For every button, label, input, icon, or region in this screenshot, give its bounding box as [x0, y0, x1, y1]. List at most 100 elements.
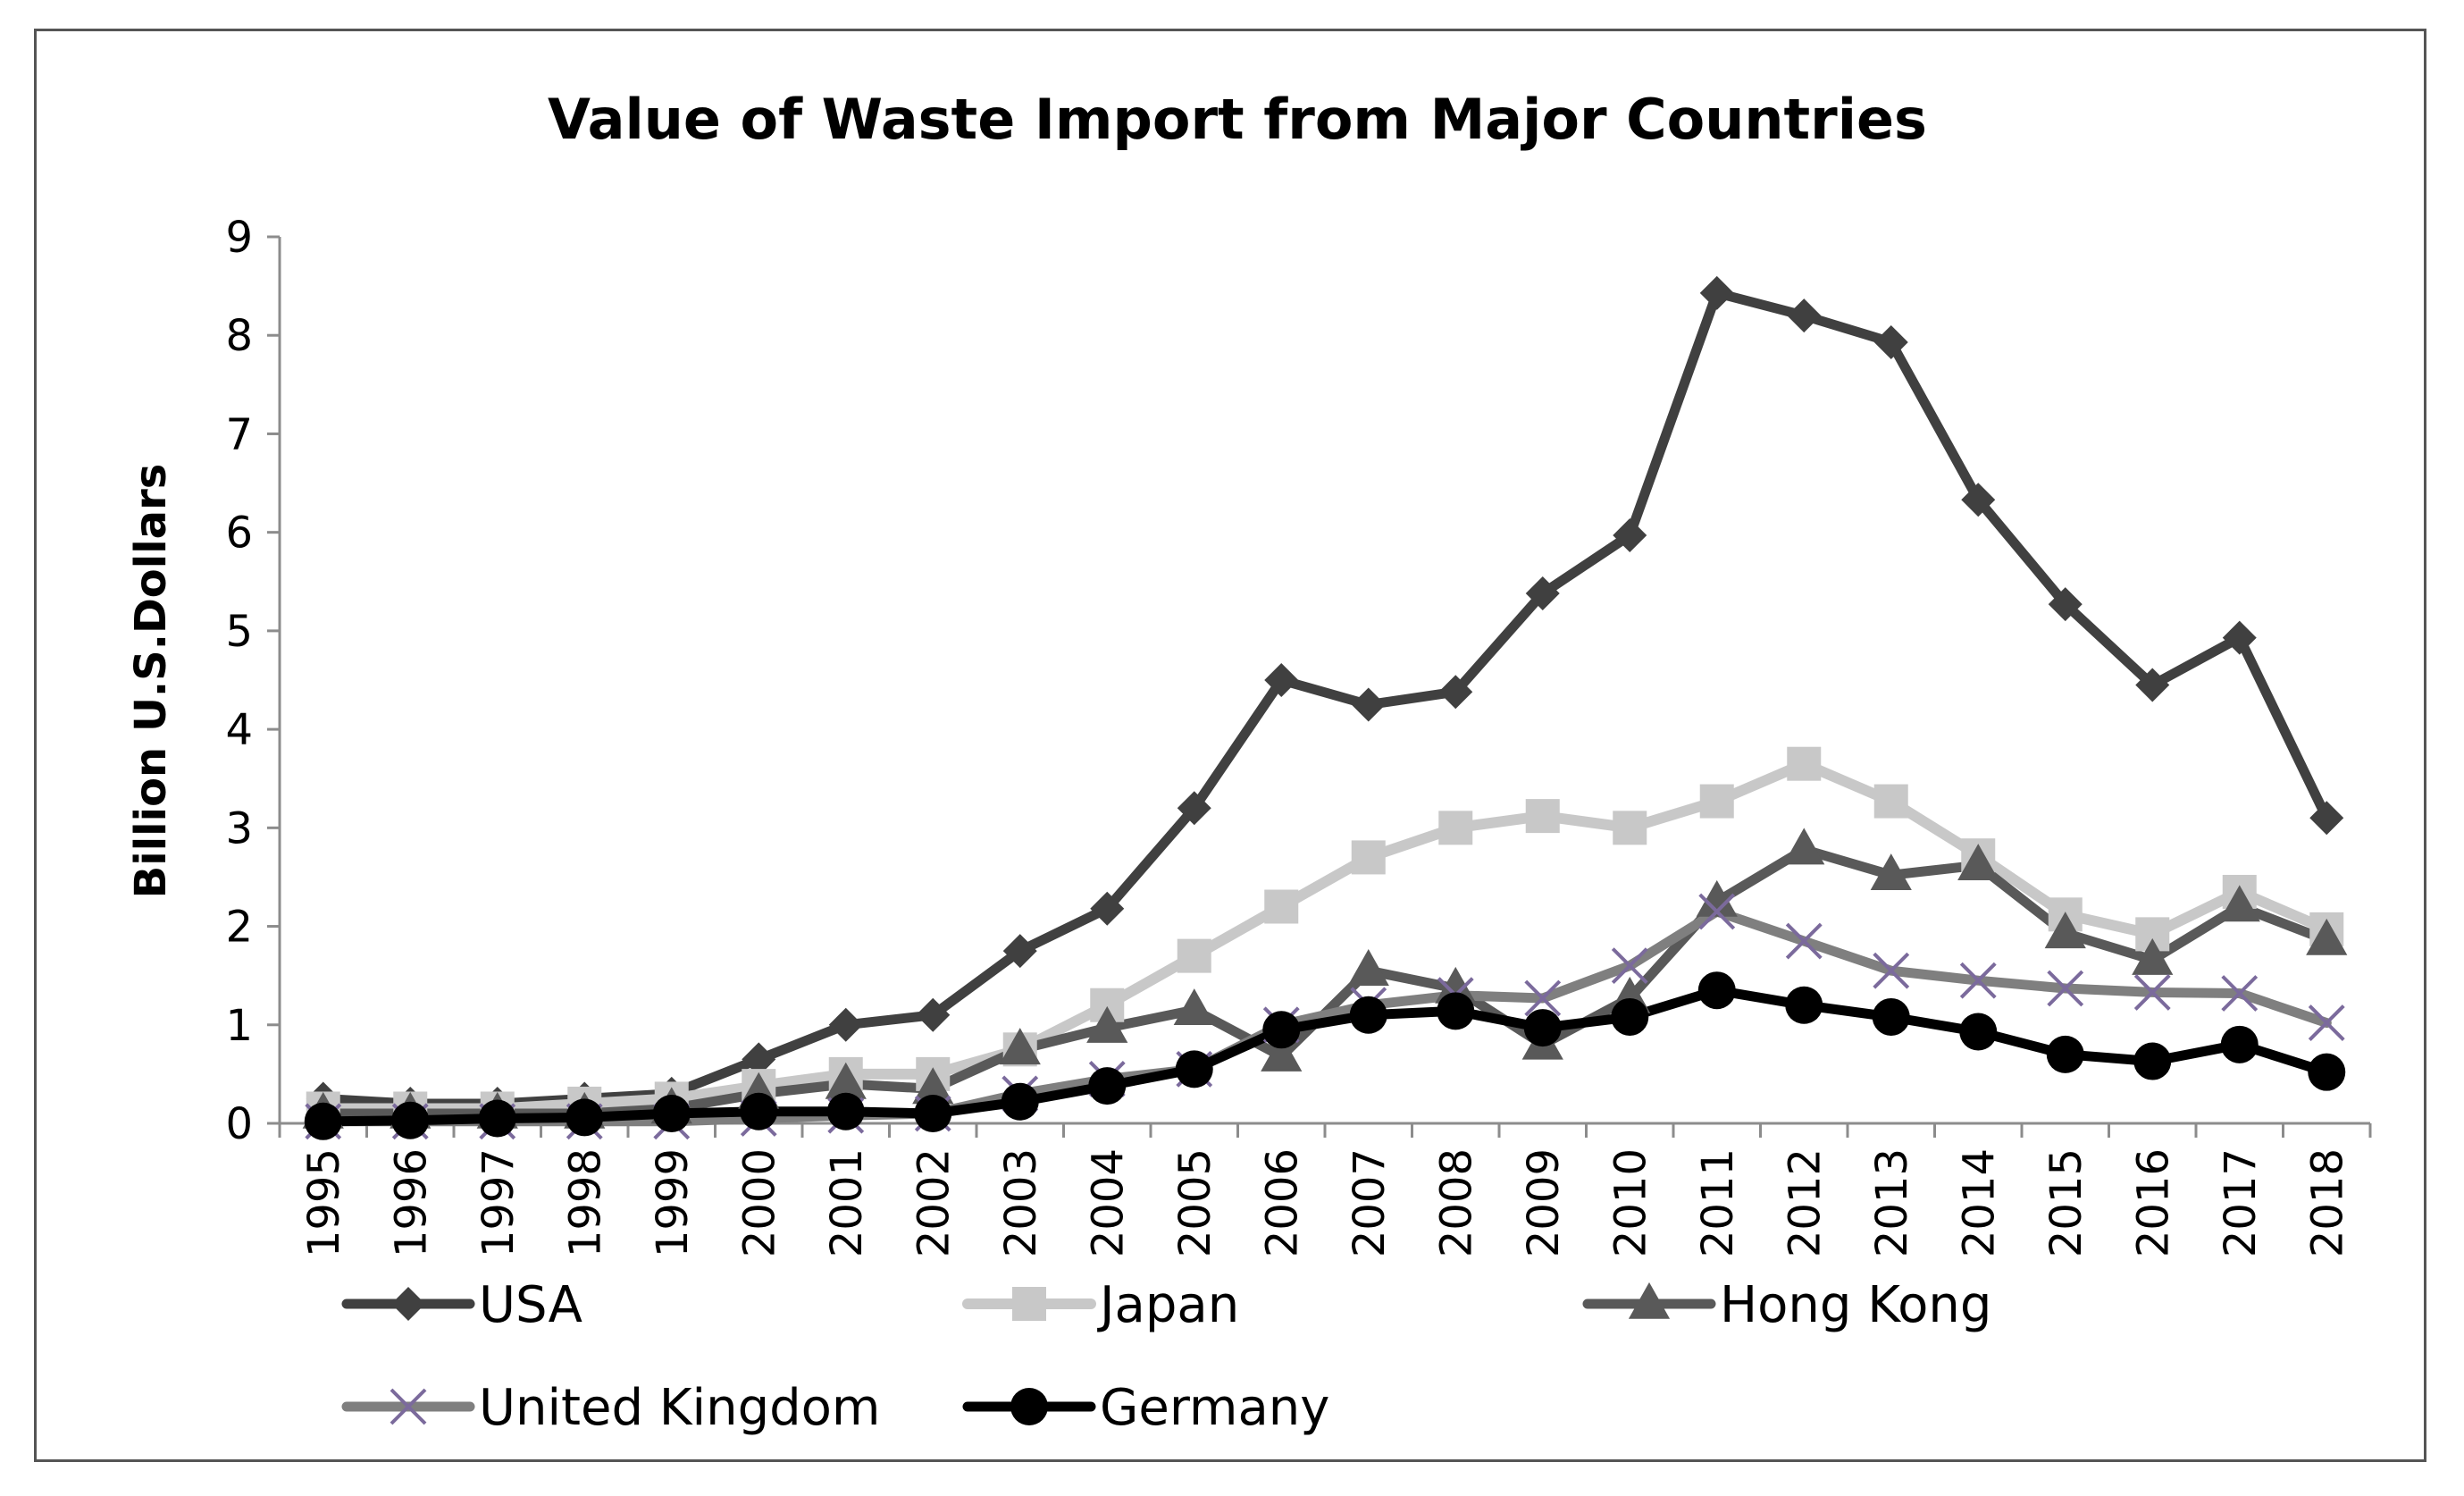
data-point-diamond [1351, 687, 1386, 722]
y-tick-label: 6 [225, 508, 253, 559]
series-markers-japan [306, 746, 2344, 1126]
data-point-square [1787, 746, 1822, 781]
x-tick-label: 2016 [2128, 1148, 2178, 1257]
chart-title: Value of Waste Import from Major Countri… [548, 87, 1927, 152]
data-point-circle [652, 1094, 691, 1132]
series-lines [317, 288, 2333, 1127]
data-point-circle [740, 1092, 778, 1130]
data-point-x [2221, 975, 2259, 1012]
data-point-diamond [1873, 324, 1908, 359]
data-point-diamond [1613, 517, 1647, 552]
data-point-square [1525, 799, 1560, 834]
data-point-diamond [1961, 483, 1996, 517]
data-point-circle [478, 1099, 516, 1138]
data-point-x [2047, 970, 2084, 1007]
data-point-diamond [391, 1287, 425, 1321]
data-point-triangle [2218, 885, 2260, 922]
x-tick-label: 2009 [1519, 1148, 1569, 1257]
x-tick-label: 1996 [386, 1148, 436, 1257]
y-tick-label: 4 [225, 705, 253, 755]
data-point-triangle [2306, 918, 2348, 955]
data-point-diamond [828, 1007, 863, 1042]
data-point-square [1873, 784, 1908, 819]
x-stroke [1873, 952, 1910, 989]
data-point-square [1699, 784, 1734, 819]
x-tick-label: 2012 [1780, 1148, 1830, 1257]
x-tick-label: 2010 [1605, 1148, 1655, 1257]
data-point-square [1613, 811, 1647, 845]
x-tick-label: 2013 [1867, 1148, 1917, 1257]
data-point-circle [1523, 1009, 1562, 1047]
data-point-x [2133, 973, 2171, 1011]
data-point-x [1873, 952, 1910, 989]
data-point-circle [2133, 1042, 2172, 1080]
data-point-circle [1872, 997, 1910, 1036]
data-point-x [2308, 1004, 2345, 1041]
data-point-square [1438, 811, 1473, 845]
data-point-square [1351, 840, 1386, 875]
y-tick-label: 8 [225, 311, 253, 361]
data-point-x [1959, 962, 1997, 999]
data-point-triangle [1173, 988, 1215, 1026]
x-tick-label: 2017 [2216, 1148, 2266, 1257]
data-point-diamond [2309, 801, 2344, 836]
x-stroke [1698, 893, 1736, 930]
series-markers-usa [306, 275, 2344, 1121]
data-point-x [1524, 979, 1562, 1017]
legend-item-hong-kong: Hong Kong [1582, 1276, 1991, 1334]
legend-item-japan: Japan [962, 1276, 1239, 1334]
y-tick-label: 7 [225, 409, 253, 459]
data-point-diamond [2222, 620, 2257, 655]
legend-label: United Kingdom [479, 1379, 880, 1437]
x-tick-label: 1999 [648, 1148, 698, 1257]
x-tick-label: 2006 [1257, 1148, 1307, 1257]
data-point-triangle [999, 1028, 1041, 1065]
y-tick-label: 1 [225, 1001, 253, 1051]
x-tick-label: 1998 [560, 1148, 610, 1257]
series-markers [302, 275, 2348, 1140]
data-point-triangle [1086, 1005, 1128, 1043]
x-tick-label: 2007 [1345, 1148, 1395, 1257]
data-point-circle [1088, 1067, 1127, 1105]
data-point-circle [2046, 1035, 2084, 1073]
legend-item-usa: USA [341, 1276, 582, 1334]
data-point-circle [1959, 1013, 1998, 1051]
data-point-circle [1349, 996, 1387, 1034]
data-point-circle [1262, 1011, 1301, 1049]
data-point-triangle [1261, 1034, 1303, 1072]
data-point-triangle [1435, 966, 1477, 1004]
data-point-circle [1611, 997, 1649, 1036]
x-tick-label: 2004 [1083, 1148, 1133, 1257]
data-point-circle [826, 1092, 865, 1130]
chart-frame [34, 29, 2426, 1462]
data-point-diamond [1264, 663, 1299, 697]
data-point-circle [1001, 1082, 1039, 1121]
legend-item-united-kingdom: United Kingdom [341, 1379, 880, 1437]
axes: 0 1 2 3 4 5 6 7 8 9 1995 1996 1997 1998 1999 2000 2001 20… [225, 213, 2372, 1257]
series-markers-germany [304, 971, 2346, 1140]
data-point-x [1611, 947, 1648, 985]
data-point-diamond [2135, 668, 2170, 702]
data-point-diamond [1438, 675, 1473, 710]
legend-label: Hong Kong [1720, 1276, 1991, 1334]
x-stroke [2047, 970, 2084, 1007]
data-point-circle [304, 1102, 342, 1140]
x-stroke [390, 1388, 427, 1425]
data-point-diamond [1090, 891, 1125, 926]
data-point-diamond [2048, 587, 2083, 622]
y-tick-label: 3 [225, 803, 253, 853]
data-point-circle [1785, 986, 1823, 1024]
data-point-circle [2308, 1053, 2346, 1091]
series-line-japan [317, 758, 2333, 1114]
y-axis-label: Billion U.S.Dollars [126, 464, 176, 899]
data-point-circle [1010, 1388, 1048, 1425]
data-point-triangle [1957, 844, 1999, 881]
x-stroke [2133, 973, 2171, 1011]
data-point-diamond [1699, 275, 1734, 310]
data-point-x [390, 1388, 427, 1425]
x-stroke [1611, 947, 1648, 985]
data-point-x [1785, 922, 1823, 960]
x-tick-label: 1997 [474, 1148, 524, 1257]
y-tick-label: 0 [225, 1099, 253, 1149]
x-tick-label: 2005 [1170, 1148, 1220, 1257]
